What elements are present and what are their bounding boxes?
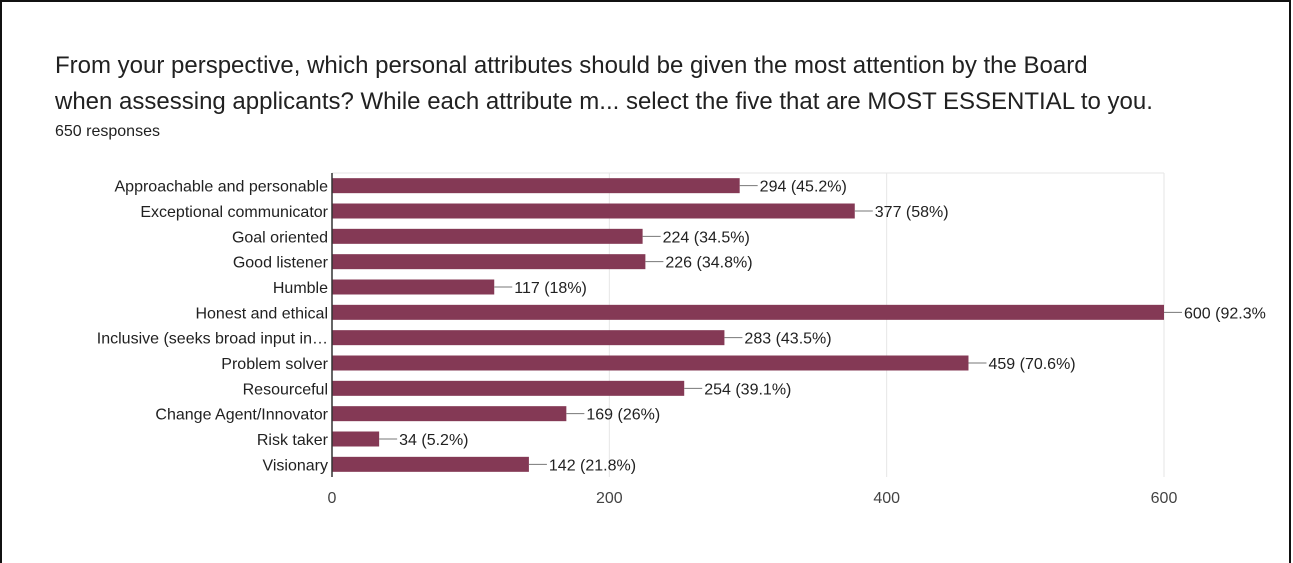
- category-label: Risk taker: [257, 432, 329, 449]
- x-tick-label: 0: [328, 490, 337, 507]
- value-label: 283 (43.5%): [744, 331, 831, 348]
- category-label: Honest and ethical: [195, 305, 328, 322]
- value-label: 459 (70.6%): [988, 356, 1075, 373]
- bar: [332, 431, 380, 447]
- value-label: 34 (5.2%): [399, 432, 468, 449]
- value-label: 169 (26%): [586, 407, 660, 424]
- value-label: 377 (58%): [875, 204, 949, 221]
- category-label: Exceptional communicator: [140, 204, 328, 221]
- value-label: 294 (45.2%): [760, 179, 847, 196]
- category-label: Resourceful: [243, 381, 328, 398]
- category-label: Approachable and personable: [115, 179, 329, 196]
- bar: [332, 279, 495, 295]
- category-label: Good listener: [233, 255, 329, 272]
- bar: [332, 304, 1164, 320]
- x-tick-label: 600: [1151, 490, 1178, 507]
- x-tick-label: 200: [596, 490, 623, 507]
- category-label: Humble: [273, 280, 328, 297]
- category-label: Inclusive (seeks broad input in…: [97, 331, 328, 348]
- value-label: 226 (34.8%): [665, 255, 752, 272]
- category-label: Problem solver: [221, 356, 328, 373]
- bar: [332, 355, 969, 371]
- x-tick-label: 400: [873, 490, 900, 507]
- category-label: Goal oriented: [232, 229, 328, 246]
- response-count: 650 responses: [55, 123, 160, 140]
- bar: [332, 228, 643, 244]
- value-label: 600 (92.3%: [1184, 305, 1266, 322]
- bar: [332, 330, 725, 346]
- value-label: 117 (18%): [514, 280, 587, 297]
- bar: [332, 380, 685, 396]
- question-title: From your perspective, which personal at…: [55, 52, 1153, 115]
- bar: [332, 178, 740, 194]
- bar: [332, 254, 646, 270]
- category-label: Visionary: [262, 457, 328, 474]
- category-label: Change Agent/Innovator: [155, 407, 328, 424]
- value-label: 224 (34.5%): [663, 229, 750, 246]
- bar: [332, 456, 529, 472]
- value-label: 254 (39.1%): [704, 381, 791, 398]
- bar: [332, 203, 855, 219]
- value-label: 142 (21.8%): [549, 457, 636, 474]
- bar: [332, 406, 567, 422]
